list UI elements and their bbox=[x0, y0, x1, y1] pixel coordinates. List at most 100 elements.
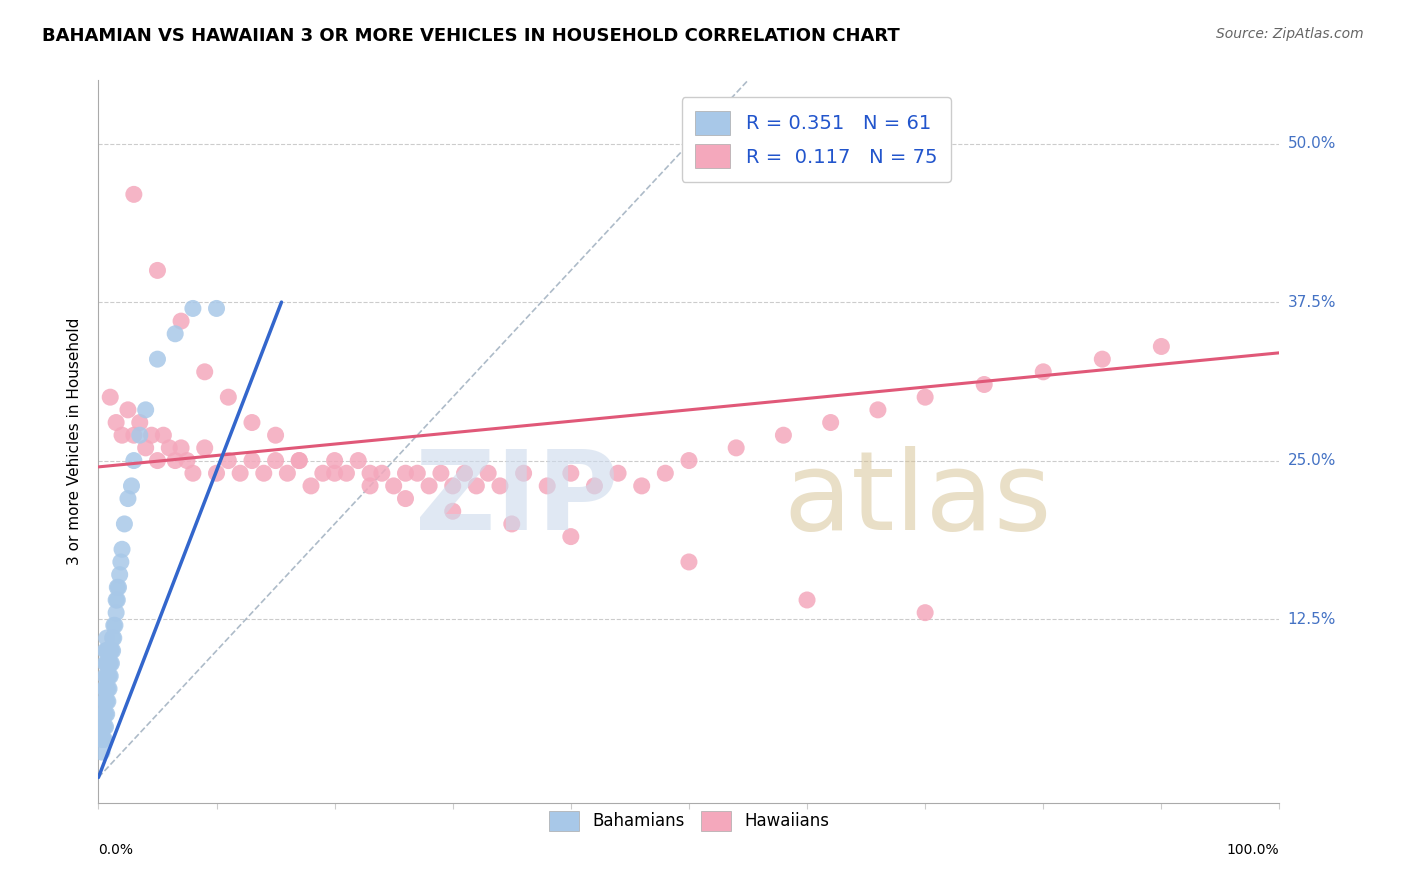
Point bbox=[157, 441, 180, 455]
Text: 37.5%: 37.5% bbox=[1288, 294, 1336, 310]
Point bbox=[98, 669, 121, 683]
Point bbox=[111, 542, 134, 557]
Point bbox=[176, 453, 198, 467]
Point bbox=[108, 567, 131, 582]
Text: 12.5%: 12.5% bbox=[1288, 612, 1336, 626]
Point bbox=[288, 453, 311, 467]
Point bbox=[93, 732, 115, 747]
Point bbox=[430, 467, 453, 481]
Point bbox=[678, 555, 700, 569]
Point bbox=[111, 428, 134, 442]
Text: BAHAMIAN VS HAWAIIAN 3 OR MORE VEHICLES IN HOUSEHOLD CORRELATION CHART: BAHAMIAN VS HAWAIIAN 3 OR MORE VEHICLES … bbox=[42, 27, 900, 45]
Point bbox=[359, 479, 381, 493]
Point bbox=[98, 657, 121, 671]
Point bbox=[217, 453, 239, 467]
Point bbox=[229, 467, 252, 481]
Point bbox=[678, 453, 700, 467]
Point bbox=[1032, 365, 1054, 379]
Point bbox=[91, 732, 114, 747]
Point bbox=[122, 428, 145, 442]
Point bbox=[97, 694, 120, 708]
Point bbox=[91, 720, 114, 734]
Point bbox=[128, 416, 150, 430]
Point bbox=[406, 467, 429, 481]
Point bbox=[146, 352, 169, 367]
Point bbox=[103, 618, 125, 632]
Point bbox=[253, 467, 276, 481]
Point bbox=[96, 643, 118, 657]
Point bbox=[477, 467, 499, 481]
Point bbox=[312, 467, 335, 481]
Point bbox=[117, 402, 139, 417]
Point bbox=[536, 479, 558, 493]
Text: ZIP: ZIP bbox=[415, 446, 619, 553]
Point bbox=[276, 467, 298, 481]
Point bbox=[105, 593, 128, 607]
Point bbox=[264, 453, 287, 467]
Point bbox=[122, 187, 145, 202]
Point bbox=[465, 479, 488, 493]
Point bbox=[94, 681, 117, 696]
Point bbox=[453, 467, 475, 481]
Point bbox=[107, 580, 129, 594]
Text: 25.0%: 25.0% bbox=[1288, 453, 1336, 468]
Point bbox=[105, 606, 128, 620]
Point bbox=[335, 467, 357, 481]
Point bbox=[240, 453, 263, 467]
Point bbox=[101, 631, 124, 645]
Point bbox=[100, 657, 122, 671]
Point bbox=[205, 301, 228, 316]
Point bbox=[94, 707, 117, 722]
Point bbox=[441, 479, 464, 493]
Point bbox=[170, 314, 193, 328]
Point bbox=[217, 390, 239, 404]
Point bbox=[96, 657, 118, 671]
Text: 50.0%: 50.0% bbox=[1288, 136, 1336, 151]
Point bbox=[866, 402, 889, 417]
Point bbox=[914, 390, 936, 404]
Point bbox=[382, 479, 405, 493]
Point bbox=[97, 657, 120, 671]
Point bbox=[152, 428, 174, 442]
Point bbox=[394, 467, 416, 481]
Text: 0.0%: 0.0% bbox=[98, 843, 134, 856]
Point bbox=[96, 669, 118, 683]
Point bbox=[371, 467, 394, 481]
Point bbox=[100, 643, 122, 657]
Y-axis label: 3 or more Vehicles in Household: 3 or more Vehicles in Household bbox=[67, 318, 83, 566]
Point bbox=[98, 669, 121, 683]
Point bbox=[98, 643, 121, 657]
Point bbox=[135, 441, 157, 455]
Point bbox=[97, 681, 120, 696]
Point bbox=[93, 720, 115, 734]
Point bbox=[583, 479, 606, 493]
Point bbox=[820, 416, 842, 430]
Point bbox=[141, 428, 163, 442]
Point bbox=[347, 453, 370, 467]
Point bbox=[94, 720, 117, 734]
Point bbox=[914, 606, 936, 620]
Point bbox=[973, 377, 995, 392]
Point bbox=[181, 301, 204, 316]
Point bbox=[560, 530, 582, 544]
Point bbox=[97, 643, 120, 657]
Point bbox=[122, 453, 145, 467]
Point bbox=[165, 326, 187, 341]
Point bbox=[501, 516, 523, 531]
Text: Source: ZipAtlas.com: Source: ZipAtlas.com bbox=[1216, 27, 1364, 41]
Point bbox=[630, 479, 652, 493]
Point bbox=[94, 694, 117, 708]
Point bbox=[418, 479, 440, 493]
Point bbox=[94, 643, 117, 657]
Point bbox=[98, 643, 121, 657]
Point bbox=[121, 479, 143, 493]
Point bbox=[181, 467, 204, 481]
Point bbox=[117, 491, 139, 506]
Point bbox=[112, 516, 135, 531]
Point bbox=[165, 453, 187, 467]
Point bbox=[205, 467, 228, 481]
Point bbox=[93, 707, 115, 722]
Point bbox=[104, 618, 127, 632]
Point bbox=[110, 555, 132, 569]
Point bbox=[194, 365, 217, 379]
